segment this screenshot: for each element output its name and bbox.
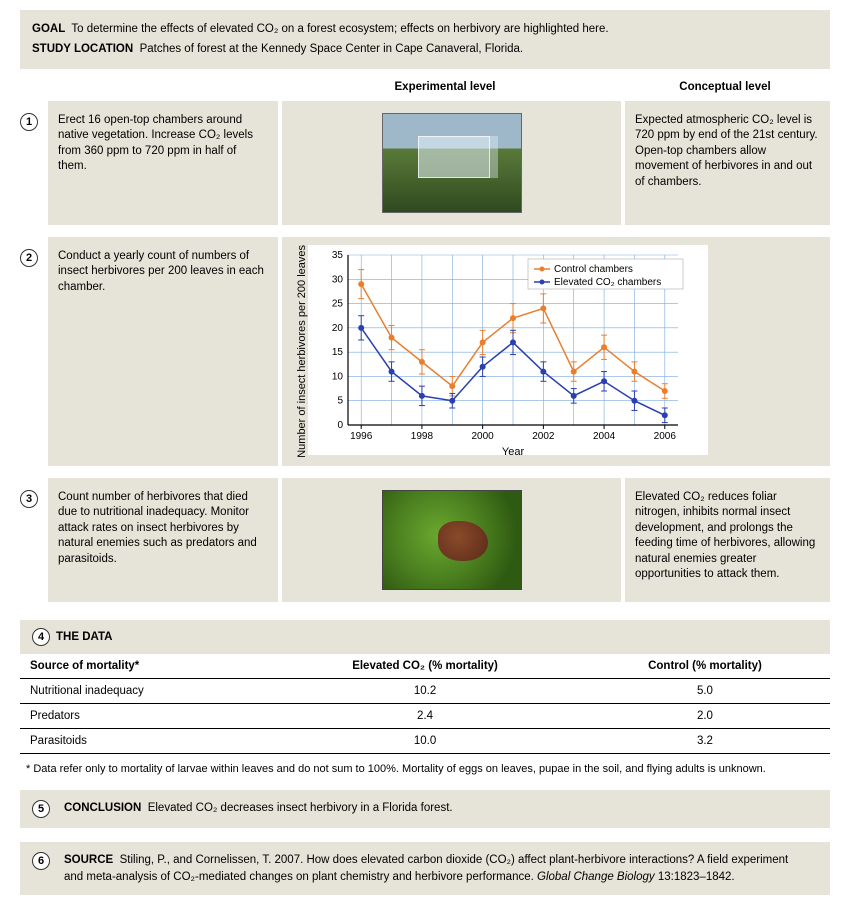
table-cell: Nutritional inadequacy bbox=[20, 678, 270, 703]
step-3-image-box bbox=[282, 478, 621, 602]
svg-text:Elevated CO₂ chambers: Elevated CO₂ chambers bbox=[554, 277, 661, 288]
svg-text:2000: 2000 bbox=[472, 431, 495, 442]
svg-text:Control chambers: Control chambers bbox=[554, 264, 633, 275]
table-cell: 2.0 bbox=[580, 703, 830, 728]
header-panel: GOAL To determine the effects of elevate… bbox=[20, 10, 830, 69]
svg-text:2006: 2006 bbox=[654, 431, 677, 442]
step-2-chart-box: Number of insect herbivores per 200 leav… bbox=[282, 237, 830, 466]
svg-text:35: 35 bbox=[332, 250, 344, 261]
source-text-b: 13:1823–1842. bbox=[655, 871, 735, 883]
step-1-row: 1 Erect 16 open-top chambers around nati… bbox=[20, 101, 830, 225]
svg-text:2004: 2004 bbox=[593, 431, 616, 442]
svg-text:15: 15 bbox=[332, 347, 344, 358]
source-journal: Global Change Biology bbox=[537, 871, 655, 883]
table-cell: 2.4 bbox=[270, 703, 580, 728]
svg-text:25: 25 bbox=[332, 298, 344, 309]
svg-text:10: 10 bbox=[332, 371, 344, 382]
step-5-badge: 5 bbox=[32, 800, 50, 818]
table-col-2: Control (% mortality) bbox=[580, 654, 830, 679]
step-2-badge: 2 bbox=[20, 249, 38, 267]
conclusion-panel: 5 CONCLUSION Elevated CO₂ decreases inse… bbox=[20, 790, 830, 828]
step-1-badge: 1 bbox=[20, 113, 38, 131]
step-2-row: 2 Conduct a yearly count of numbers of i… bbox=[20, 237, 830, 466]
level-headers: Experimental level Conceptual level bbox=[20, 81, 830, 93]
data-header: 4 THE DATA bbox=[20, 620, 830, 654]
table-col-1: Elevated CO₂ (% mortality) bbox=[270, 654, 580, 679]
location-text: Patches of forest at the Kennedy Space C… bbox=[140, 43, 524, 55]
svg-text:Year: Year bbox=[502, 446, 525, 455]
svg-text:5: 5 bbox=[337, 395, 343, 406]
step-3-left: Count number of herbivores that died due… bbox=[48, 478, 278, 602]
table-cell: 3.2 bbox=[580, 728, 830, 753]
step-4-badge: 4 bbox=[32, 628, 50, 646]
step-3-right: Elevated CO₂ reduces foliar nitrogen, in… bbox=[625, 478, 830, 602]
goal-label: GOAL bbox=[32, 23, 65, 35]
chamber-photo bbox=[382, 113, 522, 213]
table-cell: 5.0 bbox=[580, 678, 830, 703]
table-cell: 10.0 bbox=[270, 728, 580, 753]
source-label: SOURCE bbox=[64, 854, 113, 866]
chart-ylabel: Number of insect herbivores per 200 leav… bbox=[292, 245, 308, 458]
step-2-left: Conduct a yearly count of numbers of ins… bbox=[48, 237, 278, 466]
step-6-badge: 6 bbox=[32, 852, 50, 870]
location-label: STUDY LOCATION bbox=[32, 43, 133, 55]
herbivore-chart: 0 5 10 15 20 25 30 35 1996 1998 2000 2002 2004 2006 Ye… bbox=[308, 245, 708, 455]
conclusion-label: CONCLUSION bbox=[64, 802, 141, 814]
svg-text:0: 0 bbox=[337, 420, 343, 431]
step-1-image-box bbox=[282, 101, 621, 225]
table-cell: Predators bbox=[20, 703, 270, 728]
leaf-photo bbox=[382, 490, 522, 590]
conceptual-level-header: Conceptual level bbox=[620, 81, 830, 93]
data-title: THE DATA bbox=[56, 631, 112, 643]
conclusion-text: Elevated CO₂ decreases insect herbivory … bbox=[148, 802, 453, 814]
svg-text:1998: 1998 bbox=[411, 431, 434, 442]
svg-text:1996: 1996 bbox=[350, 431, 373, 442]
table-cell: 10.2 bbox=[270, 678, 580, 703]
table-footnote: * Data refer only to mortality of larvae… bbox=[20, 758, 830, 777]
step-1-left: Erect 16 open-top chambers around native… bbox=[48, 101, 278, 225]
table-col-0: Source of mortality* bbox=[20, 654, 270, 679]
svg-text:2002: 2002 bbox=[532, 431, 555, 442]
svg-text:20: 20 bbox=[332, 323, 344, 334]
svg-text:30: 30 bbox=[332, 274, 344, 285]
source-panel: 6 SOURCE Stiling, P., and Cornelissen, T… bbox=[20, 842, 830, 894]
mortality-table: Source of mortality*Elevated CO₂ (% mort… bbox=[20, 654, 830, 754]
experimental-level-header: Experimental level bbox=[270, 81, 620, 93]
step-3-row: 3 Count number of herbivores that died d… bbox=[20, 478, 830, 602]
step-3-badge: 3 bbox=[20, 490, 38, 508]
goal-text: To determine the effects of elevated CO₂… bbox=[71, 23, 608, 35]
table-cell: Parasitoids bbox=[20, 728, 270, 753]
step-1-right: Expected atmospheric CO₂ level is 720 pp… bbox=[625, 101, 830, 225]
